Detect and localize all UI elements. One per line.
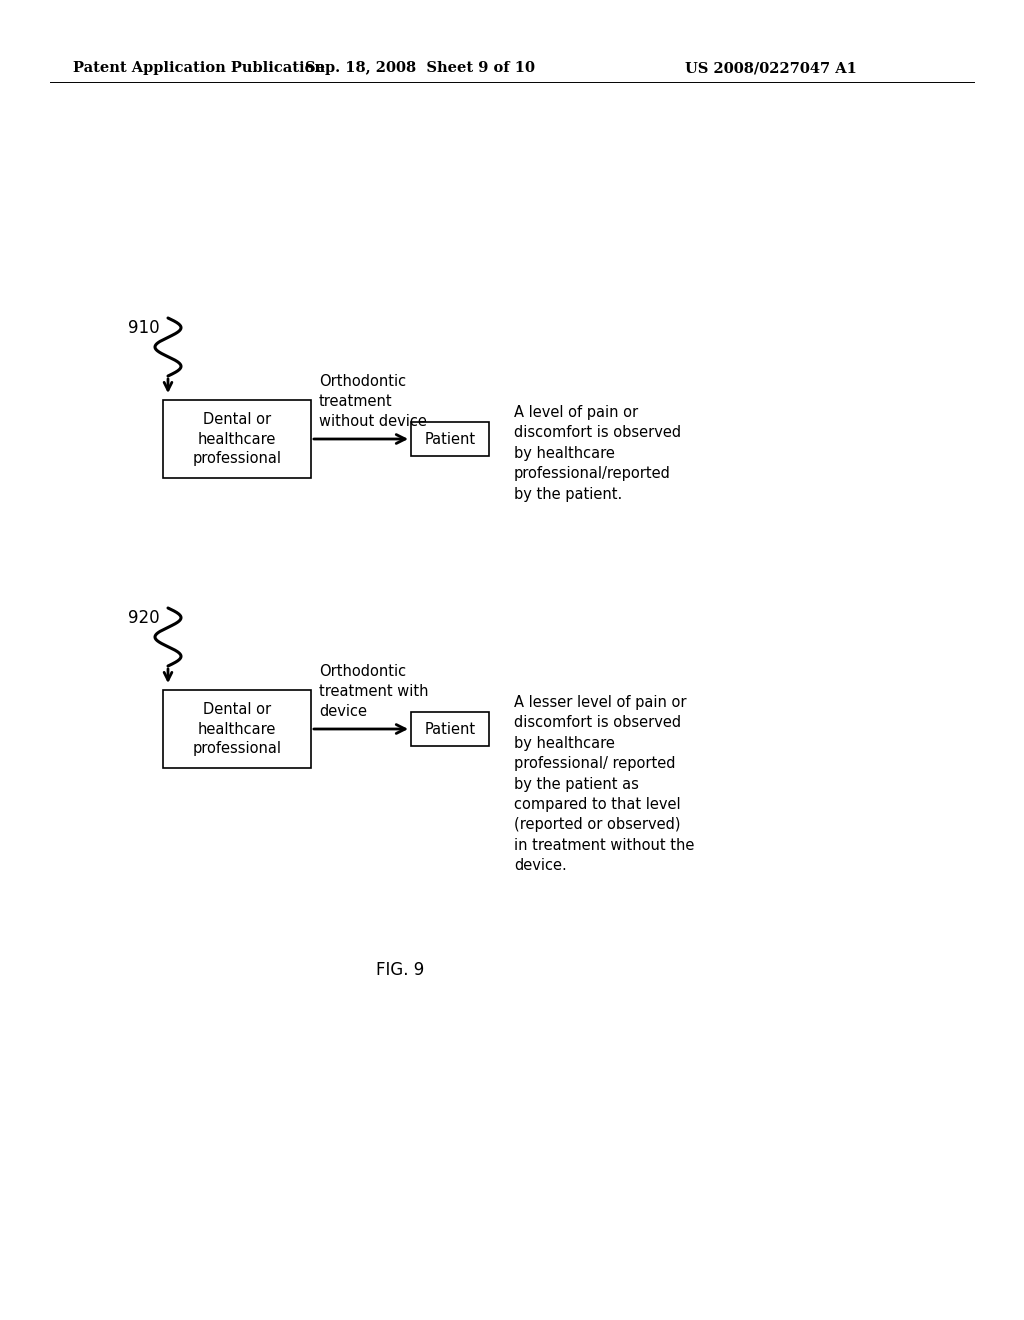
Text: Dental or
healthcare
professional: Dental or healthcare professional: [193, 702, 282, 756]
Text: Patient: Patient: [424, 722, 475, 737]
Text: A lesser level of pain or
discomfort is observed
by healthcare
professional/ rep: A lesser level of pain or discomfort is …: [514, 696, 694, 874]
Text: Patent Application Publication: Patent Application Publication: [73, 61, 325, 75]
FancyBboxPatch shape: [411, 711, 489, 746]
Text: FIG. 9: FIG. 9: [376, 961, 424, 979]
Text: 910: 910: [128, 319, 160, 337]
FancyBboxPatch shape: [411, 422, 489, 455]
Text: 920: 920: [128, 609, 160, 627]
Text: Sep. 18, 2008  Sheet 9 of 10: Sep. 18, 2008 Sheet 9 of 10: [305, 61, 535, 75]
Text: US 2008/0227047 A1: US 2008/0227047 A1: [685, 61, 857, 75]
Text: Patient: Patient: [424, 432, 475, 446]
Text: Orthodontic
treatment with
device: Orthodontic treatment with device: [319, 664, 428, 719]
FancyBboxPatch shape: [163, 400, 311, 478]
Text: A level of pain or
discomfort is observed
by healthcare
professional/reported
by: A level of pain or discomfort is observe…: [514, 405, 681, 502]
Text: Orthodontic
treatment
without device: Orthodontic treatment without device: [319, 375, 427, 429]
FancyBboxPatch shape: [163, 690, 311, 768]
Text: Dental or
healthcare
professional: Dental or healthcare professional: [193, 412, 282, 466]
